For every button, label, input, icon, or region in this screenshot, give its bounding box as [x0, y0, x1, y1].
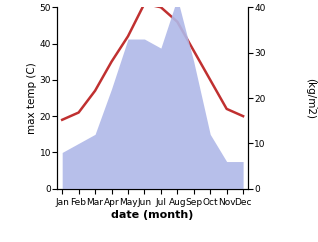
X-axis label: date (month): date (month) — [111, 210, 194, 220]
Y-axis label: max temp (C): max temp (C) — [27, 62, 37, 134]
Y-axis label: med. precipitation
(kg/m2): med. precipitation (kg/m2) — [305, 50, 318, 146]
